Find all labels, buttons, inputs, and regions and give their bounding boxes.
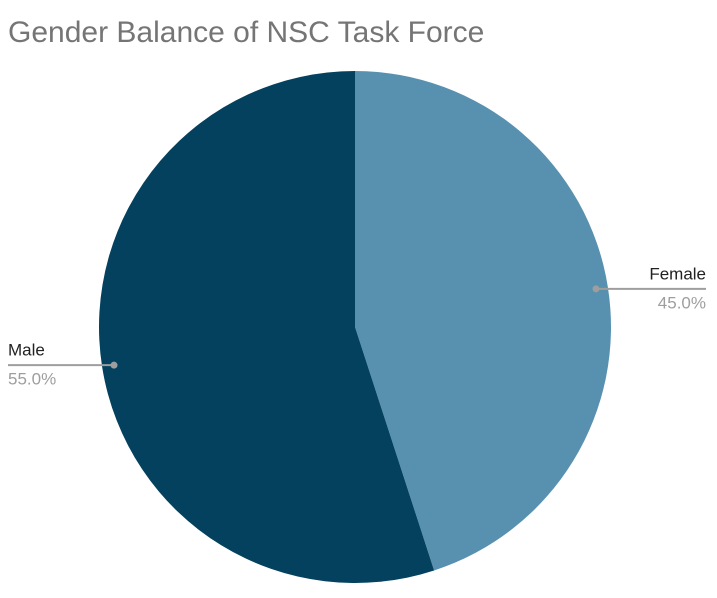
leader-dot — [592, 285, 600, 293]
pie-slice — [355, 71, 611, 571]
slice-value-label: 45.0% — [658, 293, 706, 312]
pie-slice — [98, 71, 435, 583]
leader-dot — [110, 361, 118, 369]
slice-label: Male — [8, 341, 45, 360]
slice-value-label: 55.0% — [8, 370, 56, 389]
slice-label: Female — [649, 264, 706, 283]
chart-title: Gender Balance of NSC Task Force — [8, 16, 484, 49]
